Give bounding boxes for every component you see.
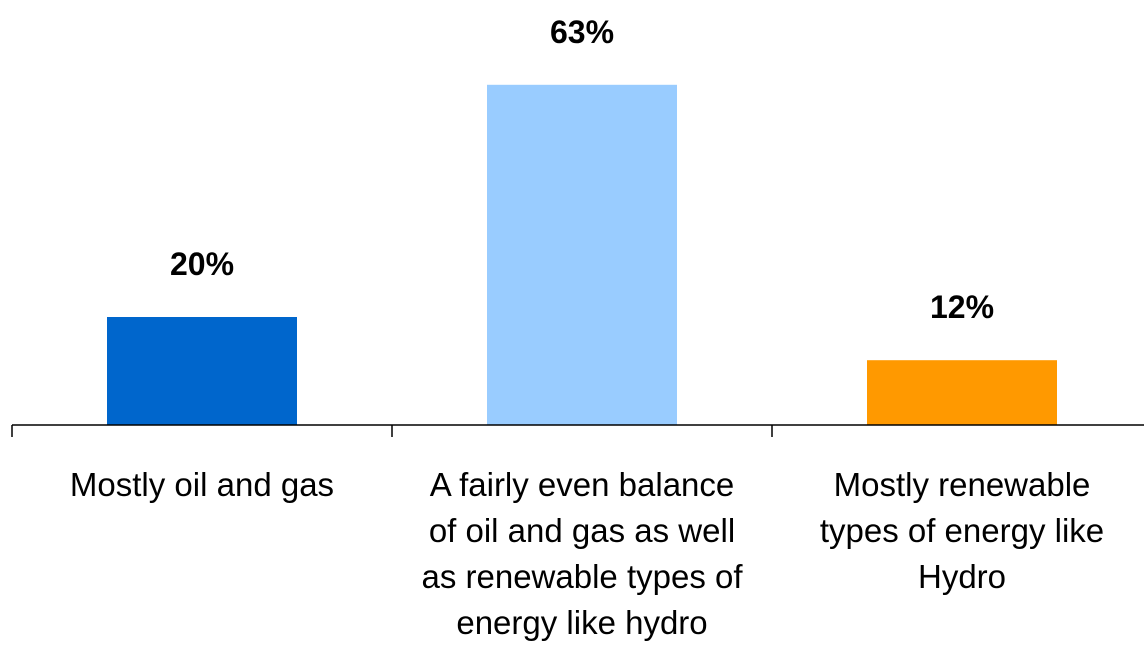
x-tick-label-mostly-renewable: Mostly renewable types of energy like Hy… <box>819 466 1105 595</box>
value-labels-layer: 20% 63% 12% <box>170 14 994 325</box>
bar-2 <box>867 360 1057 425</box>
data-label-1: 63% <box>550 14 614 50</box>
x-tick-label-mostly-oil-and-gas: Mostly oil and gas <box>69 466 335 503</box>
x-axis <box>11 424 1144 437</box>
data-label-0: 20% <box>170 246 234 282</box>
data-label-2: 12% <box>930 289 994 325</box>
bar-0 <box>107 317 297 425</box>
bar-1 <box>487 84 677 426</box>
bars-layer <box>107 84 1057 426</box>
x-tick-label-balance: A fairly even balance of oil and gas as … <box>421 466 743 641</box>
